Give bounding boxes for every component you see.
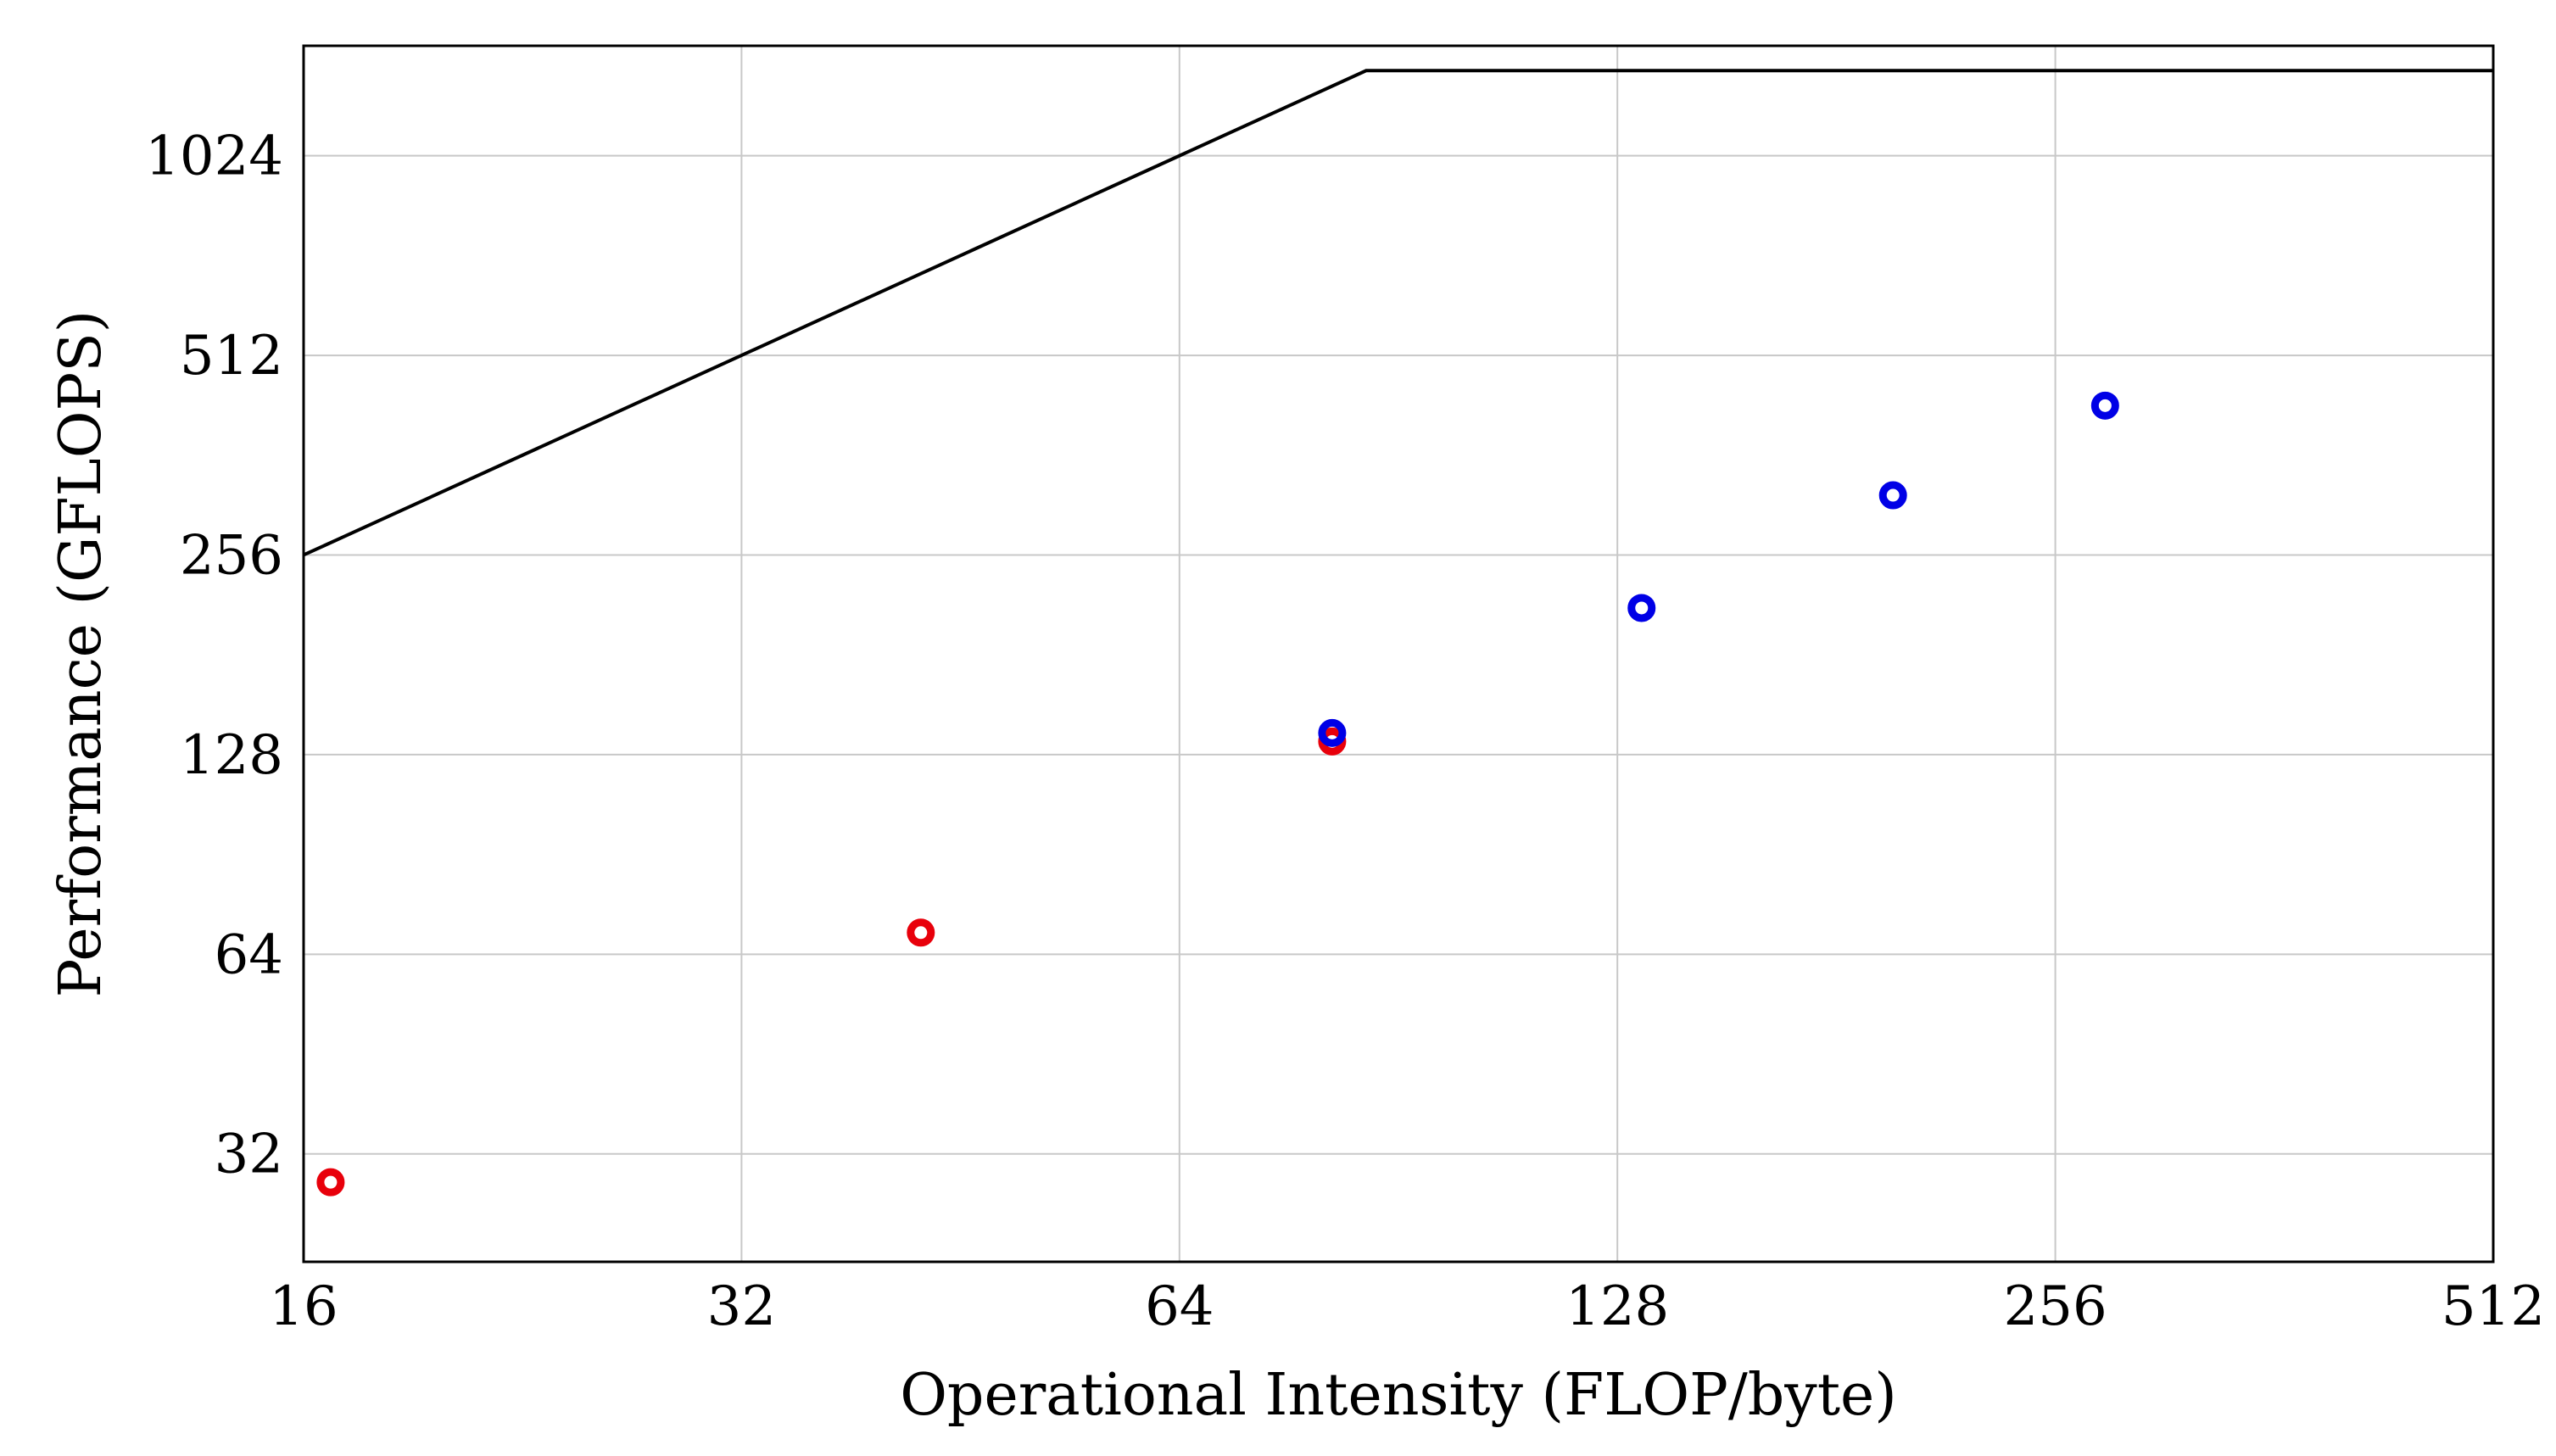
- point-red-1: [316, 1168, 345, 1197]
- roofline-line: [303, 69, 2493, 557]
- point-blue-3: [1878, 481, 1907, 510]
- y-tick-label-512: 512: [180, 325, 283, 388]
- point-blue-1: [1318, 718, 1347, 747]
- x-tick-label-256: 256: [2004, 1275, 2107, 1338]
- y-tick-labels: 32 64 128 256 512 1024: [145, 126, 283, 1186]
- y-tick-label-32: 32: [215, 1124, 283, 1186]
- x-axis-title: Operational Intensity (FLOP/byte): [900, 1362, 1897, 1429]
- point-blue-4: [2090, 391, 2119, 420]
- y-axis-title: Performance (GFLOPS): [47, 310, 114, 998]
- point-red-2: [907, 918, 935, 947]
- x-tick-label-32: 32: [707, 1275, 776, 1338]
- y-tick-label-128: 128: [180, 724, 283, 787]
- y-tick-label-1024: 1024: [145, 126, 283, 188]
- x-tick-labels: 16 32 64 128 256 512: [269, 1275, 2545, 1338]
- roofline-series: [303, 69, 2493, 557]
- x-tick-label-16: 16: [269, 1275, 338, 1338]
- x-tick-label-128: 128: [1565, 1275, 1669, 1338]
- scatter-points: [316, 391, 2119, 1197]
- point-blue-2: [1627, 594, 1656, 622]
- y-tick-label-64: 64: [215, 923, 283, 986]
- x-tick-label-512: 512: [2442, 1275, 2545, 1338]
- x-tick-label-64: 64: [1145, 1275, 1214, 1338]
- grid-lines: [304, 46, 2493, 1262]
- y-tick-label-256: 256: [180, 524, 283, 587]
- plot-frame: [302, 44, 2495, 1264]
